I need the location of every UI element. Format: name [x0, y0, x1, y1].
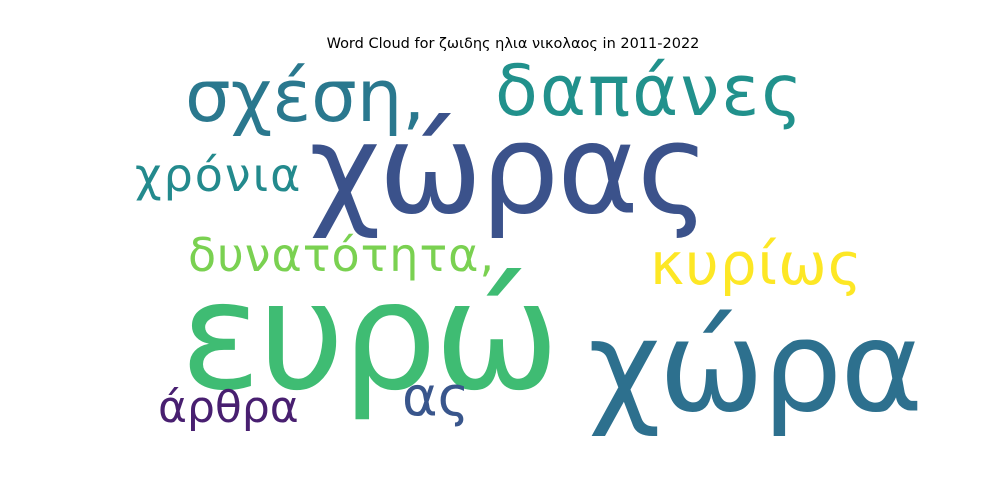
word-as: ας: [402, 365, 470, 428]
word-kyrios: κυρίως: [650, 230, 863, 298]
figure-title: Word Cloud for ζωιδης ηλια νικολαος in 2…: [326, 36, 700, 52]
word-xoras: χώρας: [309, 98, 710, 242]
word-evro: ευρώ: [180, 250, 560, 424]
word-xora: χώρα: [588, 293, 923, 440]
word-dapanes: δαπάνες: [495, 50, 805, 132]
word-sxesi: σχέση,: [185, 54, 426, 138]
word-dynatotita: δυνατότητα,: [188, 228, 496, 282]
word-xronia: χρόνια: [135, 148, 303, 202]
word-arthra: άρθρα: [158, 382, 299, 433]
